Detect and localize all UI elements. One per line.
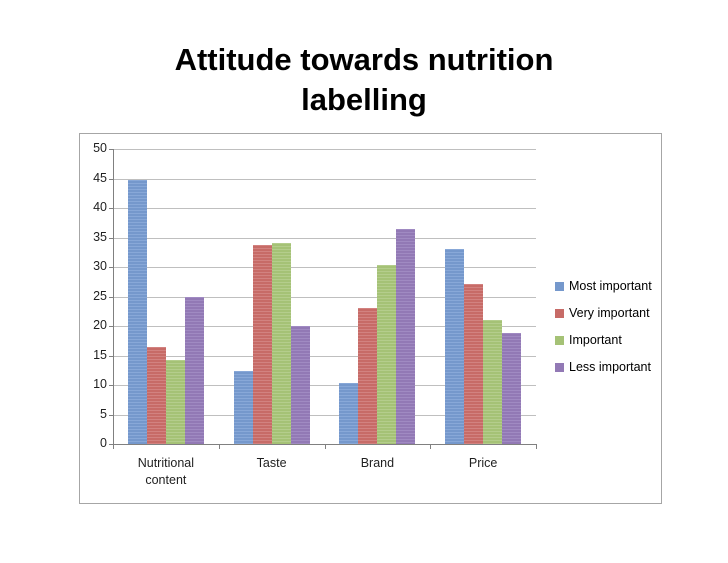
bar	[445, 249, 465, 444]
y-tick-label: 5	[100, 406, 107, 421]
bar	[271, 242, 291, 444]
legend-label: Important	[569, 333, 622, 347]
page-title: Attitude towards nutrition labelling	[174, 42, 554, 117]
y-tick	[109, 444, 113, 445]
gridline	[113, 149, 536, 150]
bar	[396, 228, 416, 444]
y-tick	[109, 326, 113, 327]
y-tick	[109, 149, 113, 150]
x-tick	[430, 444, 432, 449]
x-tick	[536, 444, 537, 449]
y-tick-label: 40	[93, 200, 107, 214]
legend-label: Most important	[569, 279, 652, 293]
bar	[358, 308, 378, 444]
legend-swatch	[555, 281, 564, 291]
y-tick-label: 50	[93, 141, 107, 155]
legend-entry: Most important	[555, 279, 652, 293]
x-tick	[113, 444, 114, 449]
y-tick	[109, 414, 113, 416]
y-tick	[109, 178, 113, 180]
gridline	[113, 326, 536, 327]
legend-swatch	[555, 335, 564, 345]
legend-swatch	[555, 362, 564, 372]
gridline	[113, 414, 536, 416]
y-tick-label: 25	[93, 288, 107, 303]
legend-label: Less important	[569, 360, 651, 374]
bar	[290, 326, 310, 444]
y-tick	[109, 208, 113, 209]
gridline	[113, 385, 536, 386]
gridline	[113, 208, 536, 209]
y-tick	[109, 267, 113, 268]
legend-label: Very important	[569, 306, 650, 320]
chart-frame: 0 5 10 15 20 25 30 35 40 45 50 Nutritional content T…	[79, 133, 662, 504]
y-tick	[109, 296, 113, 298]
y-tick-label: 35	[93, 229, 107, 244]
y-tick-label: 20	[93, 318, 107, 332]
legend-entry: Very important	[555, 306, 650, 320]
x-category-label: Brand	[360, 456, 395, 470]
bar	[377, 265, 397, 444]
y-tick-label: 0	[100, 436, 107, 450]
gridline	[113, 355, 536, 357]
y-axis-line	[113, 149, 114, 444]
y-tick	[109, 237, 113, 239]
x-category-label: Price	[468, 456, 498, 470]
bar	[146, 346, 166, 444]
bar	[233, 371, 253, 444]
x-category-label: Taste	[256, 456, 287, 470]
x-tick	[324, 444, 326, 449]
y-tick-label: 10	[93, 377, 107, 391]
gridline	[113, 267, 536, 268]
bar	[339, 382, 359, 444]
gridline	[113, 296, 536, 298]
bar	[502, 333, 522, 444]
legend-entry: Less important	[555, 360, 651, 374]
gridline	[113, 237, 536, 239]
bar	[464, 283, 484, 444]
bar	[252, 244, 272, 444]
bar	[184, 297, 204, 444]
y-tick	[109, 355, 113, 357]
legend-entry: Important	[555, 333, 622, 347]
bar	[127, 180, 147, 444]
x-tick	[218, 444, 220, 449]
y-tick-label: 45	[93, 170, 107, 185]
gridline	[113, 178, 536, 180]
y-tick	[109, 385, 113, 386]
x-category-label: Nutritional content	[137, 456, 195, 487]
y-tick-label: 15	[93, 347, 107, 362]
y-tick-label: 30	[93, 259, 107, 273]
bar	[165, 359, 185, 444]
bar	[483, 320, 503, 444]
legend-swatch	[555, 308, 564, 318]
